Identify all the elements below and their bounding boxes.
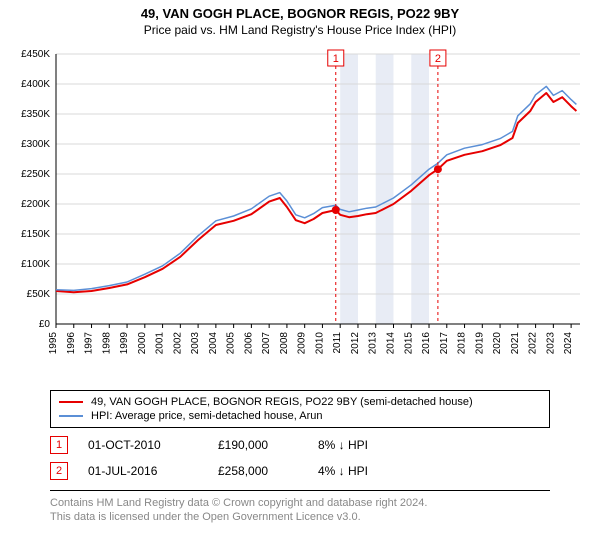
svg-text:1996: 1996 (66, 332, 77, 355)
svg-text:2005: 2005 (226, 332, 237, 355)
svg-text:2008: 2008 (279, 332, 290, 355)
svg-text:£250K: £250K (21, 169, 50, 180)
svg-text:2023: 2023 (545, 332, 556, 355)
svg-text:2007: 2007 (261, 332, 272, 355)
svg-text:£0: £0 (39, 319, 51, 330)
svg-text:1997: 1997 (84, 332, 95, 355)
legend: 49, VAN GOGH PLACE, BOGNOR REGIS, PO22 9… (50, 390, 550, 428)
svg-text:1998: 1998 (101, 332, 112, 355)
legend-swatch-hpi (59, 415, 83, 417)
transaction-marker-2: 2 (50, 462, 68, 480)
svg-text:2009: 2009 (297, 332, 308, 355)
transaction-date: 01-JUL-2016 (88, 464, 218, 478)
svg-text:2018: 2018 (457, 332, 468, 355)
legend-label-property: 49, VAN GOGH PLACE, BOGNOR REGIS, PO22 9… (91, 396, 473, 408)
transaction-price: £258,000 (218, 464, 318, 478)
svg-text:1: 1 (333, 53, 339, 65)
footer-line-1: Contains HM Land Registry data © Crown c… (50, 496, 550, 510)
svg-text:2000: 2000 (137, 332, 148, 355)
transaction-date: 01-OCT-2010 (88, 438, 218, 452)
footer: Contains HM Land Registry data © Crown c… (50, 490, 550, 525)
svg-text:2015: 2015 (403, 332, 414, 355)
svg-text:2021: 2021 (510, 332, 521, 355)
transaction-delta: 4% ↓ HPI (318, 464, 418, 478)
transaction-price: £190,000 (218, 438, 318, 452)
svg-text:2019: 2019 (474, 332, 485, 355)
svg-text:£400K: £400K (21, 79, 50, 90)
svg-text:£50K: £50K (27, 289, 51, 300)
svg-text:2011: 2011 (332, 332, 343, 354)
svg-text:£300K: £300K (21, 139, 50, 150)
svg-text:2004: 2004 (208, 332, 219, 355)
svg-text:2020: 2020 (492, 332, 503, 355)
svg-text:£450K: £450K (21, 49, 50, 60)
transactions-table: 1 01-OCT-2010 £190,000 8% ↓ HPI 2 01-JUL… (50, 432, 550, 484)
svg-text:2006: 2006 (243, 332, 254, 355)
svg-text:2003: 2003 (190, 332, 201, 355)
legend-item-hpi: HPI: Average price, semi-detached house,… (59, 409, 541, 423)
footer-line-2: This data is licensed under the Open Gov… (50, 510, 550, 524)
legend-swatch-property (59, 401, 83, 403)
chart-area: £0 £50K £100K £150K £200K £250K £300K £350K £400… (0, 44, 600, 384)
price-chart-svg: £0 £50K £100K £150K £200K £250K £300K £350K £400… (0, 44, 600, 384)
svg-text:2014: 2014 (385, 332, 396, 355)
svg-text:2024: 2024 (563, 332, 574, 355)
svg-text:£150K: £150K (21, 229, 50, 240)
svg-text:2002: 2002 (172, 332, 183, 355)
svg-text:2001: 2001 (155, 332, 166, 355)
page-title: 49, VAN GOGH PLACE, BOGNOR REGIS, PO22 9… (0, 0, 600, 21)
transaction-delta: 8% ↓ HPI (318, 438, 418, 452)
svg-text:2012: 2012 (350, 332, 361, 355)
svg-text:2013: 2013 (368, 332, 379, 355)
svg-text:2: 2 (435, 53, 441, 65)
svg-text:£200K: £200K (21, 199, 50, 210)
legend-label-hpi: HPI: Average price, semi-detached house,… (91, 410, 323, 422)
svg-text:£350K: £350K (21, 109, 50, 120)
page-subtitle: Price paid vs. HM Land Registry's House … (0, 21, 600, 37)
svg-text:2010: 2010 (314, 332, 325, 355)
transaction-row: 1 01-OCT-2010 £190,000 8% ↓ HPI (50, 432, 550, 458)
svg-text:2017: 2017 (439, 332, 450, 355)
transaction-marker-1: 1 (50, 436, 68, 454)
transaction-row: 2 01-JUL-2016 £258,000 4% ↓ HPI (50, 458, 550, 484)
svg-text:2016: 2016 (421, 332, 432, 355)
svg-text:2022: 2022 (528, 332, 539, 355)
svg-text:£100K: £100K (21, 259, 50, 270)
svg-text:1995: 1995 (48, 332, 59, 355)
legend-item-property: 49, VAN GOGH PLACE, BOGNOR REGIS, PO22 9… (59, 395, 541, 409)
svg-text:1999: 1999 (119, 332, 130, 355)
